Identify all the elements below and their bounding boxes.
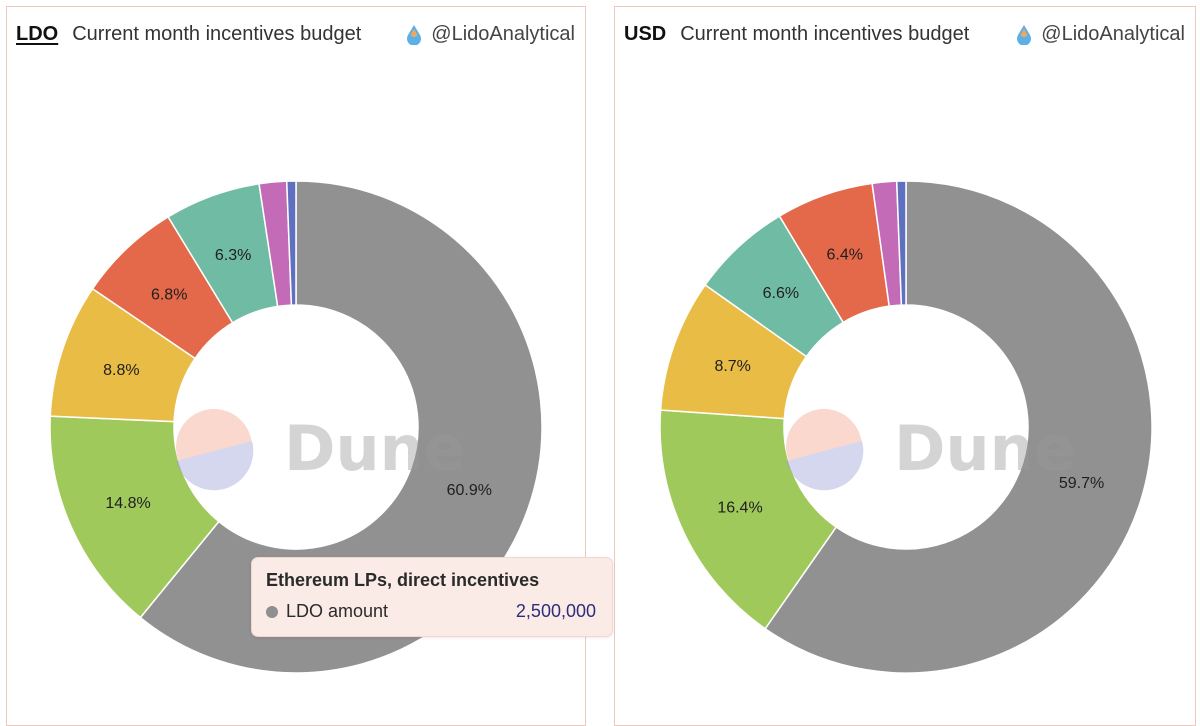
chart-title: Current month incentives budget <box>72 22 362 45</box>
slice-label: 6.4% <box>827 246 863 263</box>
tooltip-value: 2,500,000 <box>515 601 596 621</box>
tooltip-series-label: LDO amount <box>286 601 389 621</box>
unit-tab-usd[interactable]: USD <box>624 22 667 45</box>
panel-header: USD Current month incentives budget @Lid… <box>624 20 1185 48</box>
dune-watermark-text: Dune <box>894 412 1076 485</box>
author-handle[interactable]: @LidoAnalytical <box>431 22 575 45</box>
slice-label: 8.7% <box>714 358 750 375</box>
dune-watermark-logo <box>786 409 864 491</box>
donut-slice[interactable] <box>49 415 220 619</box>
slice-label: 6.3% <box>215 247 251 264</box>
donut-slice[interactable] <box>139 180 543 674</box>
chart-title: Current month incentives budget <box>680 22 970 45</box>
slice-label: 59.7% <box>1059 475 1104 492</box>
tooltip-title: Ethereum LPs, direct incentives <box>266 570 540 590</box>
chart-panel-ldo: LDO Current month incentives budget @Lid… <box>6 6 586 726</box>
slice-label: 8.8% <box>103 362 139 379</box>
donut-slice[interactable] <box>285 180 297 306</box>
slice-label: 6.8% <box>151 287 187 304</box>
unit-tab-ldo[interactable]: LDO <box>16 22 59 45</box>
donut-chart-usd: 59.7% 16.4% 8.7% 6.6% 6.4% Dune <box>659 180 1153 674</box>
chart-tooltip: Ethereum LPs, direct incentives LDO amou… <box>251 557 613 637</box>
slice-label: 14.8% <box>105 495 150 512</box>
dune-watermark-text: Dune <box>284 412 466 485</box>
donut-slice[interactable] <box>659 409 838 630</box>
donut-chart-ldo: 60.9% 14.8% 8.8% 6.8% 6.3% Dune <box>49 180 543 674</box>
lido-drop-icon <box>1017 25 1032 45</box>
slice-label: 60.9% <box>447 482 492 499</box>
tooltip-series-dot <box>266 605 278 618</box>
slice-label: 6.6% <box>763 285 799 302</box>
author-handle[interactable]: @LidoAnalytical <box>1041 22 1185 45</box>
donut-slice[interactable] <box>764 180 1153 674</box>
chart-panel-usd: USD Current month incentives budget @Lid… <box>614 6 1196 726</box>
panel-header: LDO Current month incentives budget @Lid… <box>16 20 575 48</box>
lido-drop-icon <box>407 25 422 45</box>
tooltip-row: LDO amount 2,500,000 <box>266 601 596 622</box>
donut-slice[interactable] <box>895 180 907 306</box>
slice-label: 16.4% <box>717 499 762 516</box>
dune-watermark-logo <box>176 409 254 491</box>
